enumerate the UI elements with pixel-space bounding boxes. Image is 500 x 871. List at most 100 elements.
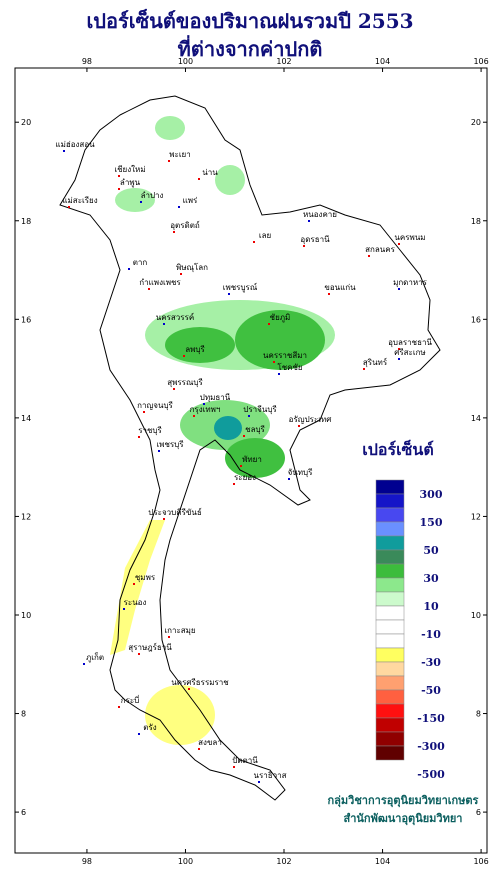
- station-dot: [258, 781, 260, 783]
- station-dot: [193, 415, 195, 417]
- y-tick-label: 6: [476, 808, 481, 817]
- legend-swatch: [375, 535, 405, 551]
- x-tick-label: 98: [82, 57, 92, 66]
- station-dot: [83, 663, 85, 665]
- place-label: ตรัง: [143, 723, 156, 732]
- place-label: ตาก: [133, 258, 148, 267]
- legend-label: -50: [421, 684, 441, 697]
- legend-swatch: [375, 717, 405, 733]
- y-tick-label: 20: [21, 118, 31, 127]
- place-label: อุบลราชธานี: [388, 338, 432, 347]
- station-dot: [398, 358, 400, 360]
- place-label: ลพบุรี: [185, 345, 205, 354]
- place-label: เพชรบุรี: [156, 440, 184, 449]
- x-tick-label: 106: [473, 857, 488, 866]
- x-tick-label: 106: [473, 57, 488, 66]
- y-tick-label: 20: [471, 118, 481, 127]
- legend-swatch: [375, 731, 405, 747]
- legend-swatch: [375, 577, 405, 593]
- station-dot: [123, 608, 125, 610]
- legend-swatch: [375, 689, 405, 705]
- legend-swatch: [375, 605, 405, 621]
- credit: สำนักพัฒนาอุตุนิยมวิทยา: [344, 812, 463, 826]
- place-label: เกาะสมุย: [164, 626, 195, 635]
- legend-label: 300: [420, 488, 443, 501]
- legend-label: 10: [423, 600, 439, 613]
- legend-swatch: [375, 493, 405, 509]
- place-label: ขอนแก่น: [324, 283, 356, 292]
- wet-zone: [165, 327, 235, 363]
- place-label: พัทยา: [242, 455, 262, 464]
- place-label: ศรีสะเกษ: [394, 348, 425, 357]
- station-dot: [183, 355, 185, 357]
- place-label: หนองคาย: [303, 210, 337, 219]
- place-label: นครศรีธรรมราช: [171, 678, 229, 687]
- station-dot: [288, 478, 290, 480]
- station-dot: [188, 688, 190, 690]
- place-label: เลย: [259, 231, 271, 240]
- legend-swatch: [375, 507, 405, 523]
- place-label: จันทบุรี: [288, 468, 314, 477]
- y-tick-label: 16: [21, 315, 31, 324]
- place-label: สุพรรณบุรี: [167, 378, 203, 387]
- station-dot: [273, 361, 275, 363]
- station-dot: [158, 450, 160, 452]
- station-dot: [198, 748, 200, 750]
- legend-label: -300: [417, 740, 445, 753]
- station-dot: [398, 348, 400, 350]
- station-dot: [118, 188, 120, 190]
- station-dot: [133, 583, 135, 585]
- legend-swatch: [375, 479, 405, 495]
- legend-label: -150: [417, 712, 445, 725]
- y-tick-label: 6: [21, 808, 26, 817]
- dry-zone: [145, 685, 215, 745]
- station-dot: [233, 483, 235, 485]
- legend-swatch: [375, 647, 405, 663]
- place-label: พิษณุโลก: [176, 262, 208, 272]
- wet-zone: [214, 416, 242, 440]
- place-label: น่าน: [202, 168, 218, 177]
- rain-anomaly: [110, 116, 335, 745]
- station-dot: [233, 766, 235, 768]
- station-dot: [138, 733, 140, 735]
- station-dot: [63, 150, 65, 152]
- legend-label: 30: [423, 572, 439, 585]
- station-dot: [118, 706, 120, 708]
- x-tick-label: 104: [375, 57, 390, 66]
- place-label: สกลนคร: [365, 245, 395, 254]
- legend-swatch: [375, 675, 405, 691]
- x-tick-label: 102: [276, 857, 291, 866]
- place-label: อุตรดิตถ์: [170, 220, 200, 230]
- legend-swatch: [375, 745, 405, 761]
- place-label: นราธิวาส: [253, 771, 286, 780]
- place-label: ระยอง: [234, 473, 256, 482]
- station-dot: [168, 636, 170, 638]
- place-label: ชลบุรี: [245, 425, 265, 434]
- place-label: เพชรบูรณ์: [223, 282, 258, 293]
- x-tick-label: 98: [82, 857, 92, 866]
- station-dot: [180, 273, 182, 275]
- wet-zone: [235, 310, 325, 370]
- y-tick-label: 12: [471, 512, 481, 521]
- legend-swatch: [375, 521, 405, 537]
- x-tick-label: 100: [178, 857, 193, 866]
- y-tick-label: 12: [21, 512, 31, 521]
- place-label: พะเยา: [169, 150, 190, 159]
- place-label: ชัยภูมิ: [270, 313, 291, 323]
- station-dot: [163, 323, 165, 325]
- y-tick-label: 8: [476, 710, 481, 719]
- station-dot: [203, 403, 205, 405]
- wet-zone: [225, 438, 285, 478]
- title-line: เปอร์เซ็นต์ของปริมาณฝนรวมปี 2553: [86, 8, 413, 33]
- station-dot: [328, 293, 330, 295]
- station-dot: [143, 411, 145, 413]
- legend-label: -10: [421, 628, 441, 641]
- station-dot: [398, 243, 400, 245]
- station-dot: [128, 268, 130, 270]
- station-dot: [363, 368, 365, 370]
- place-label: อุดรธานี: [300, 235, 330, 244]
- place-label: ปราจีนบุรี: [243, 405, 277, 414]
- legend-label: -30: [421, 656, 441, 669]
- y-tick-label: 14: [21, 414, 31, 423]
- station-dot: [178, 206, 180, 208]
